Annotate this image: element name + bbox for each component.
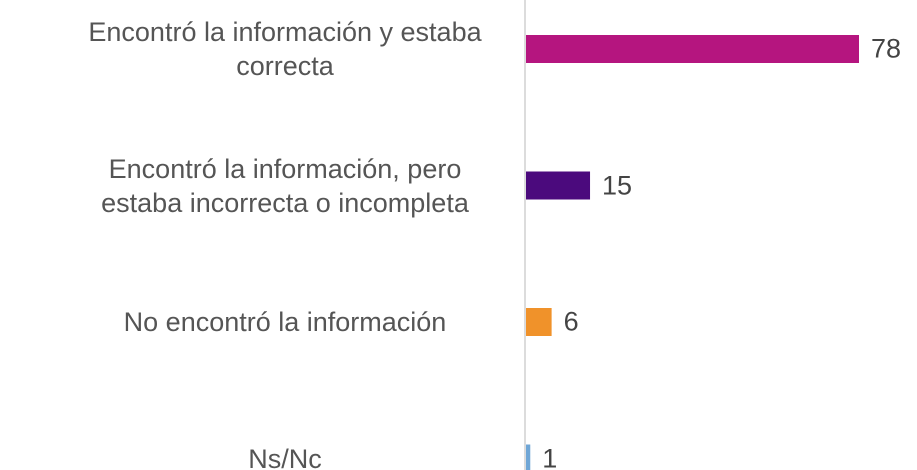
bar bbox=[526, 35, 859, 63]
category-label: No encontró la información bbox=[123, 307, 447, 337]
bar bbox=[526, 171, 591, 200]
bar bbox=[526, 444, 531, 470]
value-label: 15 bbox=[602, 170, 633, 200]
category-label: Encontró la información, pero estaba inc… bbox=[101, 153, 469, 218]
value-label: 1 bbox=[542, 443, 558, 470]
value-label: 6 bbox=[563, 306, 579, 337]
bar bbox=[526, 308, 552, 336]
value-label: 78 bbox=[871, 33, 902, 64]
category-label: Encontró la información y estaba correct… bbox=[88, 17, 482, 81]
category-label: Ns/Nc bbox=[248, 443, 322, 470]
